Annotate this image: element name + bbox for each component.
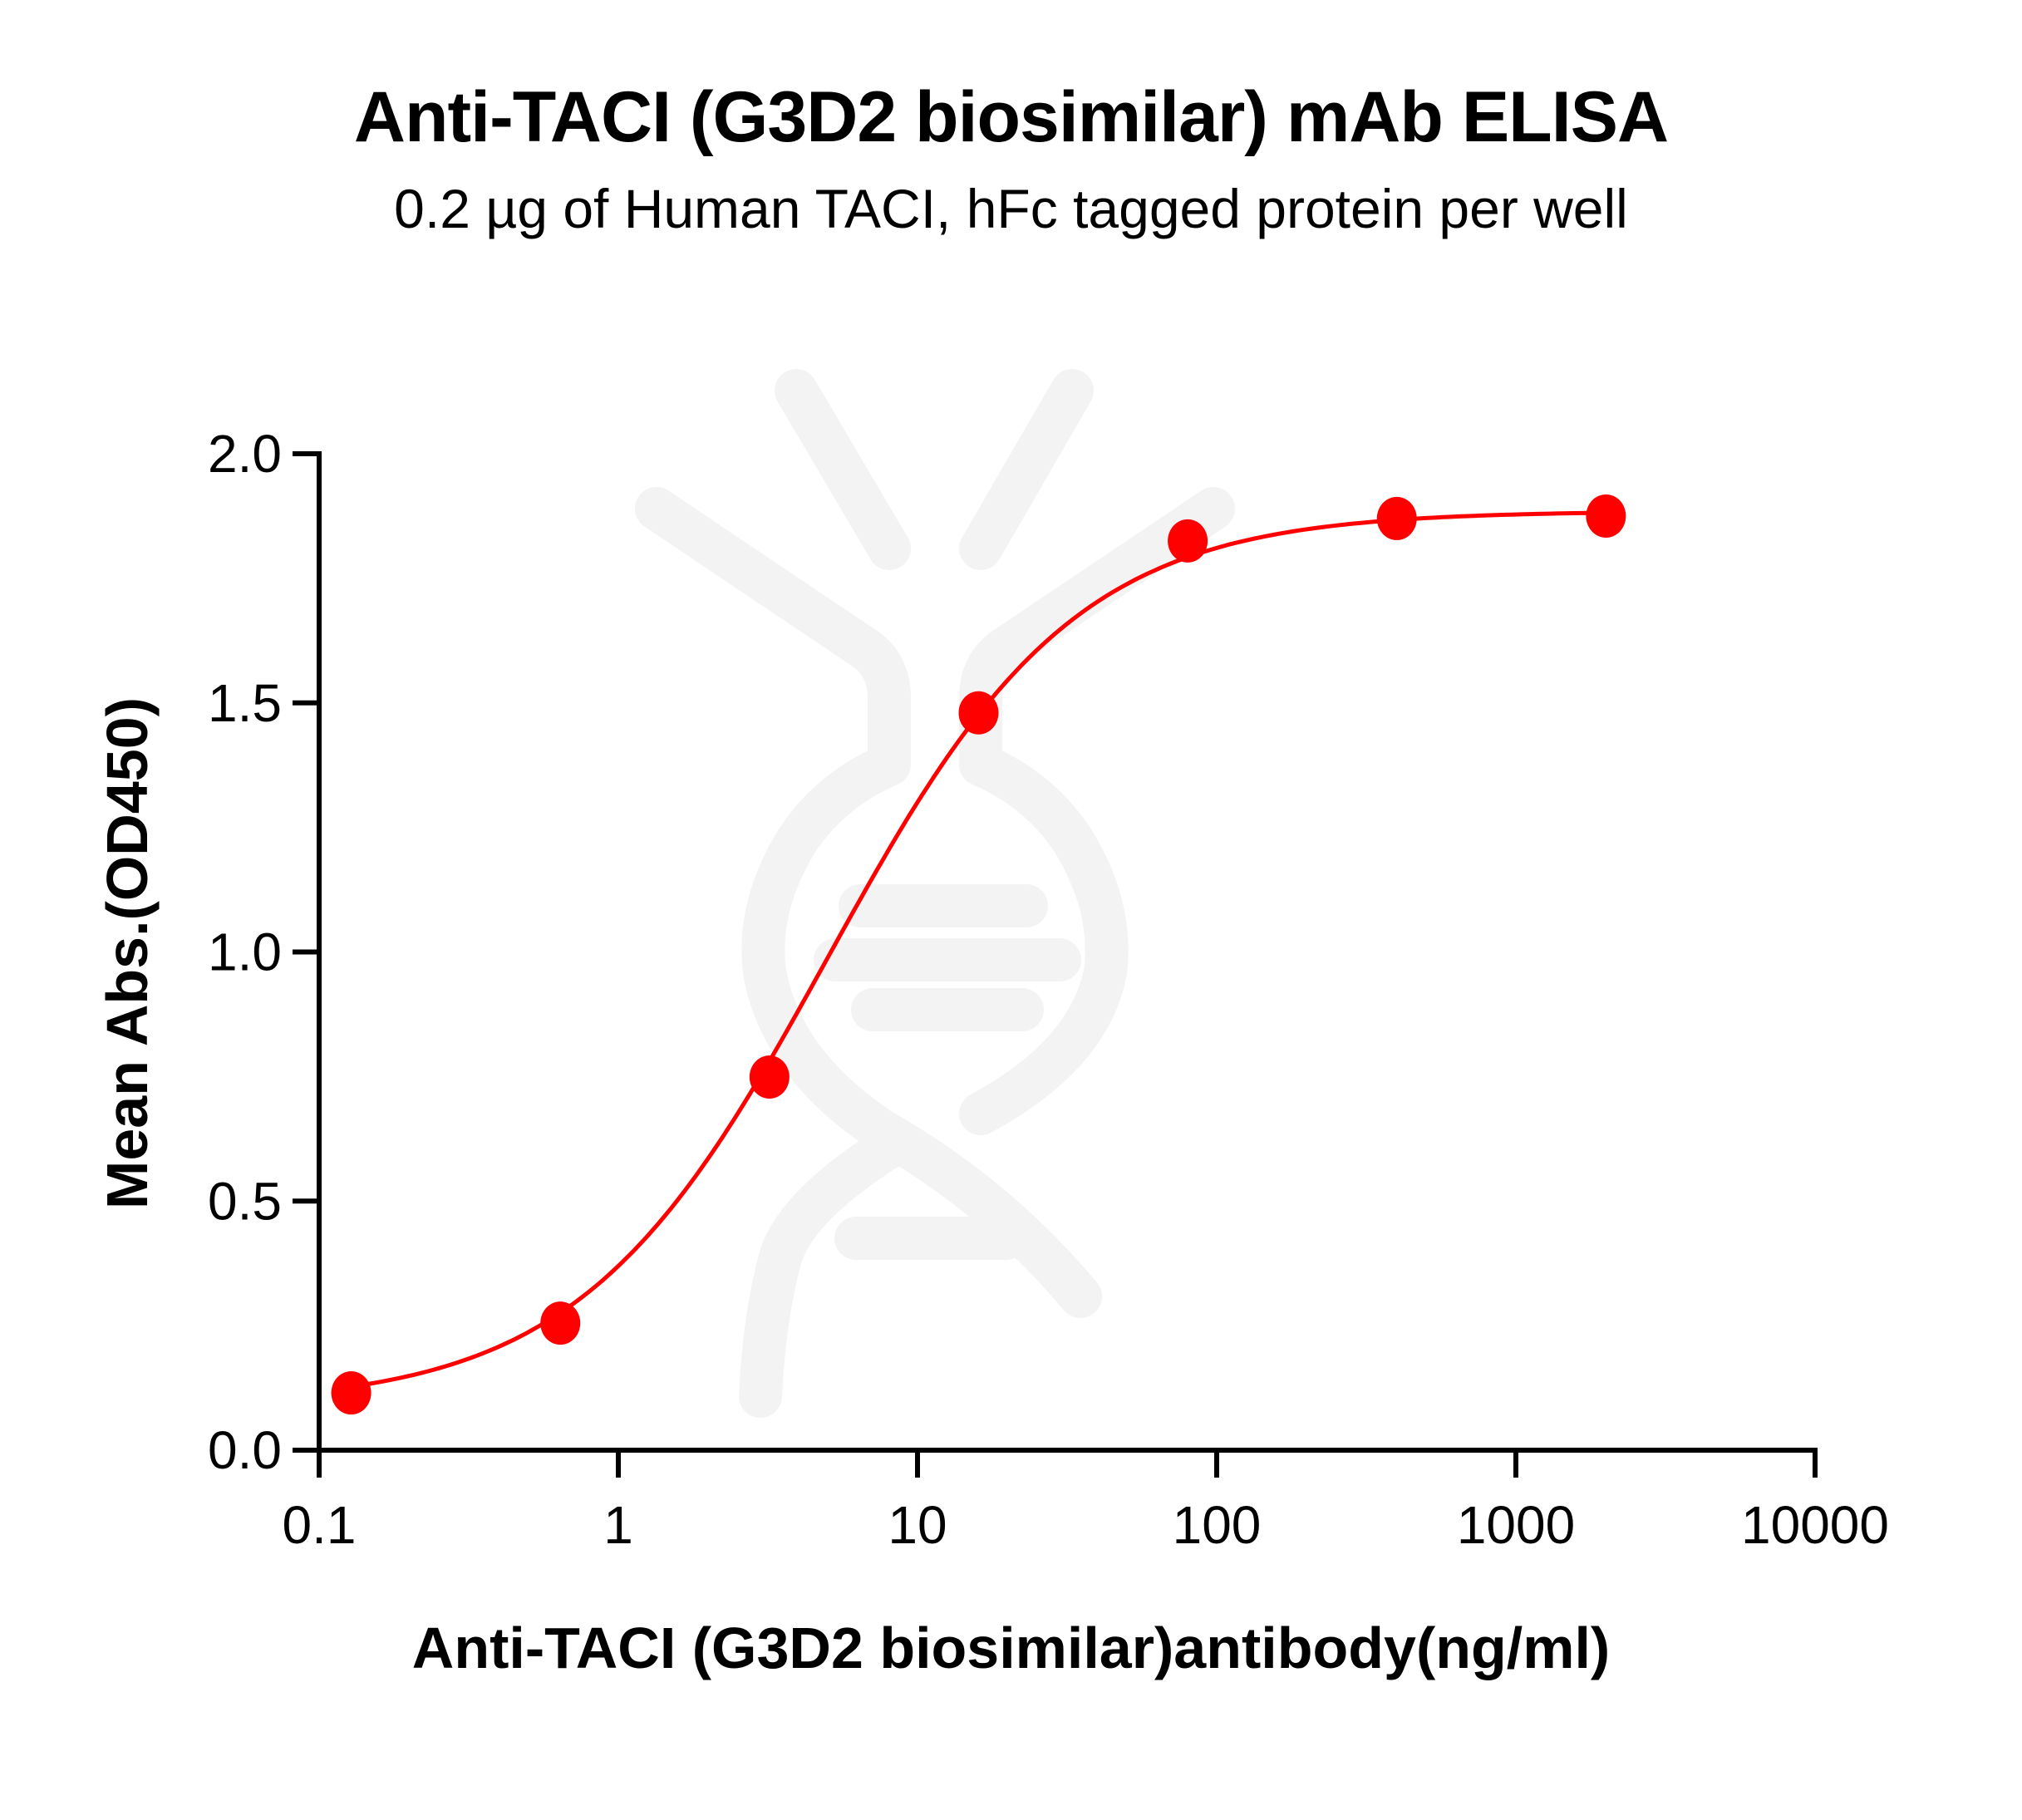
chart-subtitle: 0.2 µg of Human TACI, hFc tagged protein… [394, 178, 1628, 239]
y-tick-label: 1.0 [208, 922, 282, 982]
data-point [749, 1055, 790, 1099]
data-point [540, 1301, 581, 1345]
x-tick-label: 10 [888, 1495, 947, 1555]
y-tick-label: 0.5 [208, 1171, 282, 1231]
data-point [1586, 494, 1626, 538]
y-axis-label: Mean Abs.(OD450) [95, 697, 160, 1209]
x-tick-label: 0.1 [283, 1495, 357, 1555]
dna-antibody-logo-icon [635, 369, 1235, 1418]
x-tick-label: 1000 [1457, 1495, 1575, 1555]
y-tick-label: 2.0 [208, 424, 282, 484]
data-point [958, 691, 999, 735]
x-tick-label: 10000 [1741, 1495, 1889, 1555]
x-axis-label: Anti-TACI (G3D2 biosimilar)antibody(ng/m… [411, 1616, 1611, 1680]
y-tick-label: 0.0 [208, 1420, 282, 1480]
x-tick-label: 100 [1173, 1495, 1262, 1555]
x-axis: 0.1 1 10 100 1000 10000 [283, 1448, 1889, 1555]
data-point [1376, 496, 1417, 540]
chart-title: Anti-TACI (G3D2 biosimilar) mAb ELISA [353, 77, 1669, 157]
y-tick-label: 1.5 [208, 673, 282, 733]
data-points [331, 494, 1626, 1415]
y-axis: 0.0 0.5 1.0 1.5 2.0 [208, 424, 322, 1480]
data-point [1168, 519, 1208, 563]
data-point [331, 1371, 371, 1415]
x-tick-label: 1 [603, 1495, 633, 1555]
